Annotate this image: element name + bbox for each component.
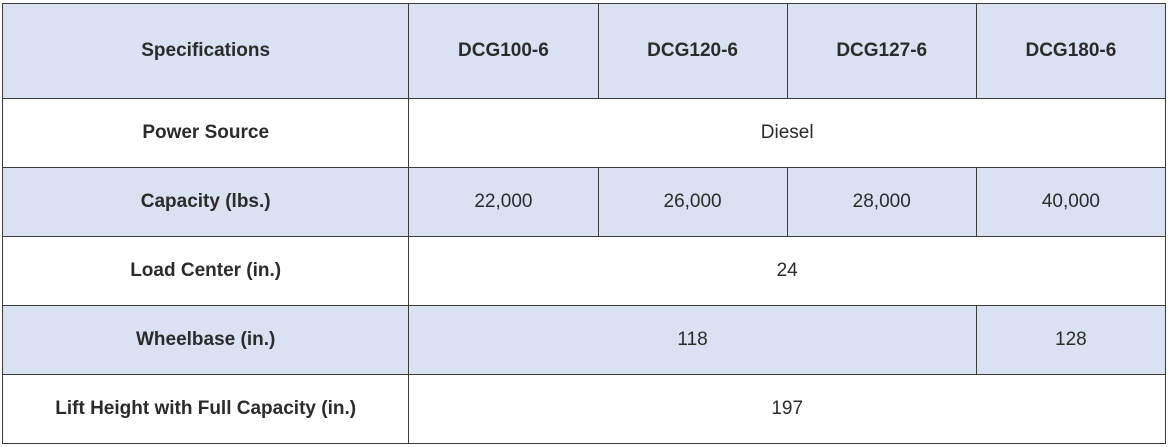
lift-height-value: 197 [408, 374, 1166, 444]
row-label-lift-height: Lift Height with Full Capacity (in.) [1, 374, 410, 444]
model-header-dcg127-6: DCG127-6 [786, 3, 977, 99]
row-label-capacity: Capacity (lbs.) [1, 167, 410, 237]
row-label-power-source: Power Source [1, 98, 410, 168]
capacity-value-dcg180-6: 40,000 [975, 167, 1167, 237]
capacity-value-dcg100-6: 22,000 [408, 167, 599, 237]
load-center-value: 24 [408, 236, 1166, 306]
wheelbase-value-dcg100-127: 118 [408, 305, 977, 375]
table-row-power-source: Power Source Diesel [1, 98, 1166, 168]
capacity-value-dcg127-6: 28,000 [786, 167, 977, 237]
specifications-table: Specifications DCG100-6 DCG120-6 DCG127-… [1, 3, 1167, 444]
wheelbase-value-dcg180-6: 128 [975, 305, 1167, 375]
table-row-wheelbase: Wheelbase (in.) 118 128 [1, 305, 1167, 375]
row-label-wheelbase: Wheelbase (in.) [1, 305, 410, 375]
model-header-dcg180-6: DCG180-6 [975, 3, 1167, 99]
table-row-capacity: Capacity (lbs.) 22,000 26,000 28,000 40,… [1, 167, 1167, 237]
table-row-lift-height: Lift Height with Full Capacity (in.) 197 [1, 374, 1166, 444]
power-source-value: Diesel [408, 98, 1166, 168]
model-header-dcg120-6: DCG120-6 [597, 3, 788, 99]
model-header-dcg100-6: DCG100-6 [408, 3, 599, 99]
specifications-header: Specifications [1, 3, 410, 99]
header-row: Specifications DCG100-6 DCG120-6 DCG127-… [1, 3, 1167, 99]
row-label-load-center: Load Center (in.) [1, 236, 410, 306]
capacity-value-dcg120-6: 26,000 [597, 167, 788, 237]
table-row-load-center: Load Center (in.) 24 [1, 236, 1166, 306]
